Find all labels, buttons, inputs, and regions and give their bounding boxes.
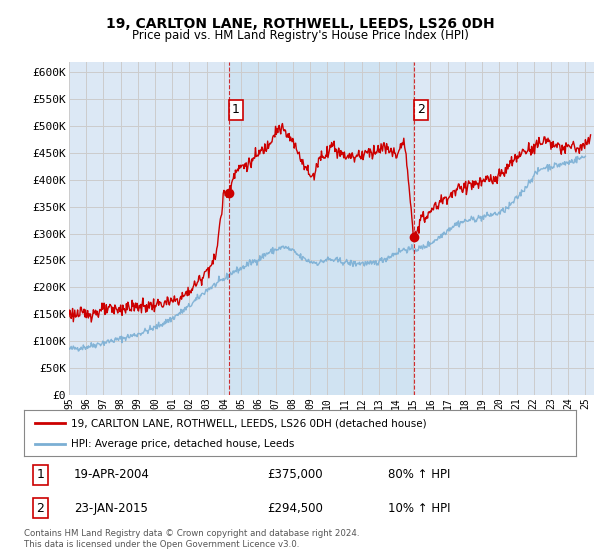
Text: £375,000: £375,000 <box>267 468 323 481</box>
Bar <box>229 62 415 395</box>
Text: Contains HM Land Registry data © Crown copyright and database right 2024.
This d: Contains HM Land Registry data © Crown c… <box>24 529 359 549</box>
Text: 1: 1 <box>37 468 44 481</box>
Text: 23-JAN-2015: 23-JAN-2015 <box>74 502 148 515</box>
Text: 1: 1 <box>232 104 240 116</box>
Text: 19, CARLTON LANE, ROTHWELL, LEEDS, LS26 0DH: 19, CARLTON LANE, ROTHWELL, LEEDS, LS26 … <box>106 17 494 31</box>
Text: HPI: Average price, detached house, Leeds: HPI: Average price, detached house, Leed… <box>71 439 294 449</box>
Text: Price paid vs. HM Land Registry's House Price Index (HPI): Price paid vs. HM Land Registry's House … <box>131 29 469 42</box>
Text: 19, CARLTON LANE, ROTHWELL, LEEDS, LS26 0DH (detached house): 19, CARLTON LANE, ROTHWELL, LEEDS, LS26 … <box>71 418 427 428</box>
Text: 80% ↑ HPI: 80% ↑ HPI <box>388 468 451 481</box>
Text: 2: 2 <box>37 502 44 515</box>
Text: 2: 2 <box>418 104 425 116</box>
Text: £294,500: £294,500 <box>267 502 323 515</box>
Text: 19-APR-2004: 19-APR-2004 <box>74 468 149 481</box>
Text: 10% ↑ HPI: 10% ↑ HPI <box>388 502 451 515</box>
